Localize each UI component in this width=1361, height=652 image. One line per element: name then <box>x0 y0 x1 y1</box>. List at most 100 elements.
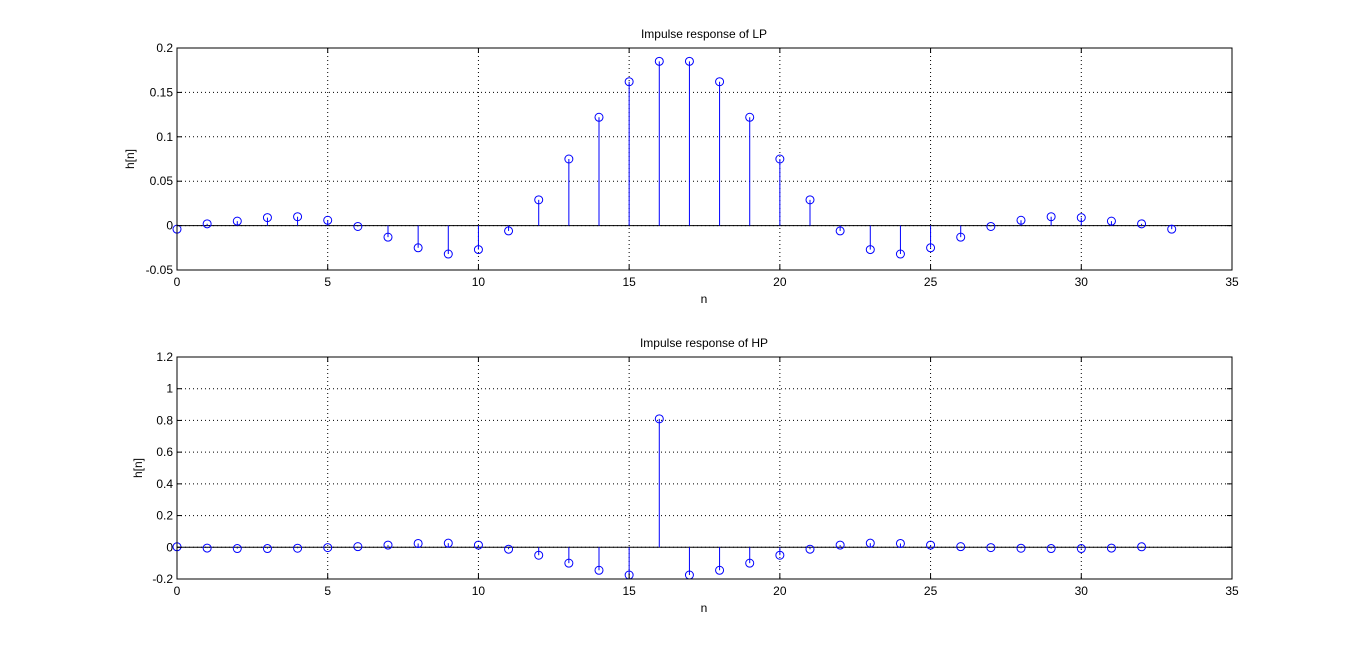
lp-stem-marker <box>504 226 514 236</box>
hp-y-axis-label: h[n] <box>131 458 145 478</box>
hp-y-tick-label: -0.2 <box>152 572 173 586</box>
lp-y-tick-label: 0.1 <box>156 130 173 144</box>
hp-stem-marker <box>986 543 996 553</box>
lp-y-ticks: -0.05 0 0.05 0.1 0.15 0.2 <box>146 41 1232 277</box>
hp-stem-marker <box>835 540 845 550</box>
hp-stem-marker <box>413 538 423 548</box>
lp-stem-marker <box>684 56 694 66</box>
lp-stem-marker <box>835 226 845 236</box>
hp-y-tick-label: 0.6 <box>156 445 173 459</box>
hp-stem-marker <box>473 540 483 550</box>
hp-y-tick-label: 0.2 <box>156 509 173 523</box>
hp-title: Impulse response of HP <box>640 336 768 350</box>
lp-y-tick-label: 0.05 <box>150 174 174 188</box>
lp-axes-frame <box>176 47 1233 271</box>
hp-stem-marker <box>1137 542 1147 552</box>
hp-y-tick-label: 0 <box>166 540 173 554</box>
lp-stem-marker <box>1106 216 1116 226</box>
hp-x-tick-label: 25 <box>924 584 938 598</box>
hp-x-ticks: 0 5 10 15 20 25 30 35 <box>174 357 1239 598</box>
lp-stem-marker <box>232 216 242 226</box>
hp-stem-marker <box>1046 544 1056 554</box>
hp-stem-marker <box>865 538 875 548</box>
lp-stem-marker <box>745 112 755 122</box>
lp-stem-marker <box>1016 215 1026 225</box>
lp-stem-marker <box>654 56 664 66</box>
lp-stem-marker <box>956 232 966 242</box>
hp-stem-marker <box>262 544 272 554</box>
lp-y-tick-label: 0.2 <box>156 41 173 55</box>
hp-axes-box <box>177 357 1232 579</box>
hp-x-tick-label: 20 <box>773 584 787 598</box>
hp-x-tick-label: 15 <box>622 584 636 598</box>
hp-x-tick-label: 5 <box>324 584 331 598</box>
lp-stem-marker <box>715 77 725 87</box>
lp-stem-marker <box>1046 212 1056 222</box>
lp-stem-marker <box>323 215 333 225</box>
lp-stem-marker <box>443 249 453 259</box>
lp-x-tick-label: 35 <box>1225 275 1239 289</box>
hp-stem-marker <box>323 543 333 553</box>
lp-stem-marker <box>564 154 574 164</box>
hp-stem-marker <box>805 544 815 554</box>
lp-x-tick-label: 5 <box>324 275 331 289</box>
hp-stem-marker <box>1076 544 1086 554</box>
lp-x-tick-label: 0 <box>174 275 181 289</box>
hp-stem-marker <box>895 538 905 548</box>
lp-stem-marker <box>534 195 544 205</box>
lp-stem-marker <box>624 77 634 87</box>
lp-stem-marker <box>293 212 303 222</box>
lp-stems <box>172 56 1177 259</box>
hp-stem-marker <box>654 414 664 424</box>
lp-stem-marker <box>202 219 212 229</box>
hp-x-tick-label: 30 <box>1075 584 1089 598</box>
lp-y-tick-label: 0 <box>166 219 173 233</box>
hp-stem-marker <box>594 565 604 575</box>
lp-y-tick-label: 0.15 <box>150 85 174 99</box>
lp-stem-marker <box>926 243 936 253</box>
lp-stem-marker <box>353 221 363 231</box>
lp-x-tick-label: 30 <box>1075 275 1089 289</box>
hp-stem-marker <box>926 540 936 550</box>
lp-stem-marker <box>895 249 905 259</box>
lp-stem-marker <box>805 195 815 205</box>
lp-stem-marker <box>262 213 272 223</box>
lp-stem-marker <box>1137 219 1147 229</box>
lp-x-axis-label: n <box>701 292 708 306</box>
hp-stem-marker <box>1016 543 1026 553</box>
lp-x-tick-label: 15 <box>622 275 636 289</box>
hp-stem-marker <box>443 538 453 548</box>
hp-grid <box>177 357 1232 579</box>
hp-stem-marker <box>1106 543 1116 553</box>
lp-axes-box <box>177 48 1232 270</box>
lp-stem-marker <box>413 243 423 253</box>
hp-y-tick-label: 0.8 <box>156 413 173 427</box>
lp-y-axis-label: h[n] <box>123 149 137 169</box>
lp-title: Impulse response of LP <box>641 27 767 41</box>
hp-stem-marker <box>775 550 785 560</box>
hp-y-tick-label: 1.2 <box>156 350 173 364</box>
hp-stem-marker <box>383 540 393 550</box>
hp-axes-frame <box>176 356 1233 580</box>
hp-impulse-response-plot: 0 5 10 15 20 25 30 35 -0.200.20.40.60.811.2 Imp… <box>131 336 1239 615</box>
hp-x-tick-label: 35 <box>1225 584 1239 598</box>
hp-stem-marker <box>715 565 725 575</box>
hp-x-tick-label: 10 <box>472 584 486 598</box>
hp-stem-marker <box>353 542 363 552</box>
hp-stem-marker <box>956 542 966 552</box>
lp-y-tick-label: -0.05 <box>146 263 174 277</box>
lp-stem-marker <box>775 154 785 164</box>
hp-stem-marker <box>504 544 514 554</box>
hp-stem-marker <box>564 558 574 568</box>
hp-y-tick-label: 0.4 <box>156 477 173 491</box>
lp-x-tick-label: 20 <box>773 275 787 289</box>
hp-x-tick-label: 0 <box>174 584 181 598</box>
lp-stem-marker <box>594 112 604 122</box>
lp-stem-marker <box>1076 213 1086 223</box>
hp-stem-marker <box>534 550 544 560</box>
hp-stem-marker <box>293 543 303 553</box>
lp-stem-marker <box>473 245 483 255</box>
lp-x-tick-label: 25 <box>924 275 938 289</box>
